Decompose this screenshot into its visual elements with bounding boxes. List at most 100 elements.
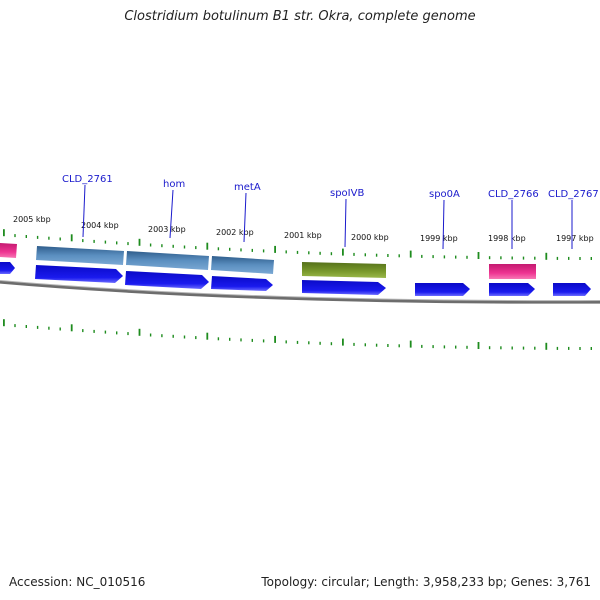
outer-tick (116, 241, 118, 245)
gene-label-clD2767: CLD_2767 (548, 189, 599, 200)
inner-tick (70, 324, 73, 332)
outer-tick (375, 253, 378, 257)
inner-tick (296, 340, 299, 344)
inner-tick (206, 332, 209, 340)
inner-tick (466, 345, 468, 349)
outer-tick (25, 235, 27, 238)
inner-tick (14, 324, 16, 328)
outer-tick (511, 256, 513, 260)
inner-tick (82, 329, 84, 333)
inner-tick (48, 326, 50, 330)
outer-tick (319, 251, 321, 255)
inner-tick (387, 344, 389, 347)
outer-tick-marks (3, 229, 592, 260)
inner-tick (104, 330, 107, 334)
outer-tick (3, 229, 5, 237)
gene-label-metA: metA (234, 182, 261, 193)
inner-tick (149, 333, 152, 337)
outer-tick (568, 256, 570, 260)
gene-label-clD2766: CLD_2766 (488, 189, 539, 200)
inner-tick (330, 342, 333, 346)
feature-clD2766 (489, 264, 536, 279)
feature-hom (126, 251, 209, 270)
outer-tick (161, 244, 163, 248)
inner-tick (217, 337, 220, 341)
inner-tick (443, 345, 446, 349)
inner-tick (262, 339, 265, 343)
leader-line-hom (169, 189, 174, 239)
inner-tick (534, 346, 536, 350)
leader-line-metA (243, 192, 247, 243)
inner-tick-marks (3, 319, 592, 350)
inner-tick (195, 336, 197, 340)
outer-tick (59, 237, 61, 241)
inner-tick (432, 345, 434, 349)
cds-arrow-4 (211, 276, 273, 291)
outer-tick (330, 252, 333, 256)
inner-tick (93, 329, 95, 333)
tick-label-2001: 2001 kbp (284, 231, 322, 240)
inner-tick (36, 325, 39, 329)
tick-label-2000: 2000 kbp (351, 233, 389, 242)
outer-tick (104, 240, 107, 244)
outer-tick (14, 234, 16, 238)
inner-tick (375, 343, 378, 347)
inner-tick (477, 342, 480, 349)
outer-tick (82, 239, 84, 243)
outer-tick (217, 247, 220, 251)
inner-tick (364, 343, 366, 347)
inner-tick (342, 338, 344, 346)
gene-label-spo0A: spo0A (429, 189, 460, 200)
tick-label-2005: 2005 kbp (13, 215, 51, 224)
leader-line-clD2761 (82, 184, 86, 238)
cds-arrow-6 (415, 283, 470, 296)
feature-pink-left (0, 243, 17, 258)
inner-tick (455, 345, 457, 349)
outer-tick (556, 256, 559, 260)
outer-tick (455, 255, 457, 259)
inner-tick (251, 338, 253, 342)
inner-tick (500, 346, 502, 350)
inner-tick (25, 325, 27, 328)
tick-label-1997: 1997 kbp (556, 234, 594, 243)
genome-stats-text: Topology: circular; Length: 3,958,233 bp… (261, 575, 591, 589)
inner-tick (488, 346, 491, 350)
inner-tick (409, 340, 412, 348)
genome-title: Clostridium botulinum B1 str. Okra, comp… (124, 9, 476, 24)
outer-tick (342, 248, 344, 256)
tick-label-2003: 2003 kbp (148, 225, 186, 234)
inner-tick (274, 335, 276, 343)
outer-tick (93, 239, 95, 243)
outer-tick (488, 256, 491, 260)
outer-tick (285, 250, 287, 254)
inner-tick (556, 346, 559, 350)
gene-label-hom: hom (163, 179, 185, 190)
outer-tick (138, 238, 141, 246)
cds-arrow-1 (0, 262, 15, 274)
inner-tick (138, 328, 141, 336)
outer-tick (364, 253, 366, 257)
inner-tick (568, 346, 570, 350)
inner-tick (59, 327, 61, 331)
outer-tick (183, 245, 186, 249)
outer-tick (579, 257, 581, 260)
outer-tick (262, 249, 265, 253)
gene-label-clD2761: CLD_2761 (62, 174, 113, 185)
gene-label-spoIVB: spoIVB (330, 188, 364, 199)
inner-tick (183, 335, 186, 339)
cds-arrow-5 (302, 280, 386, 295)
outer-tick (296, 250, 299, 254)
outer-tick (353, 252, 355, 256)
tick-label-2002: 2002 kbp (216, 228, 254, 237)
inner-tick (353, 342, 355, 346)
inner-tick (398, 344, 400, 348)
outer-tick (409, 250, 412, 258)
leader-line-spoIVB (344, 198, 347, 248)
inner-tick (421, 344, 423, 348)
inner-tick (511, 346, 513, 350)
tick-label-2004: 2004 kbp (81, 221, 119, 230)
outer-tick (443, 255, 446, 259)
outer-tick (432, 255, 434, 259)
inner-tick (590, 347, 592, 350)
